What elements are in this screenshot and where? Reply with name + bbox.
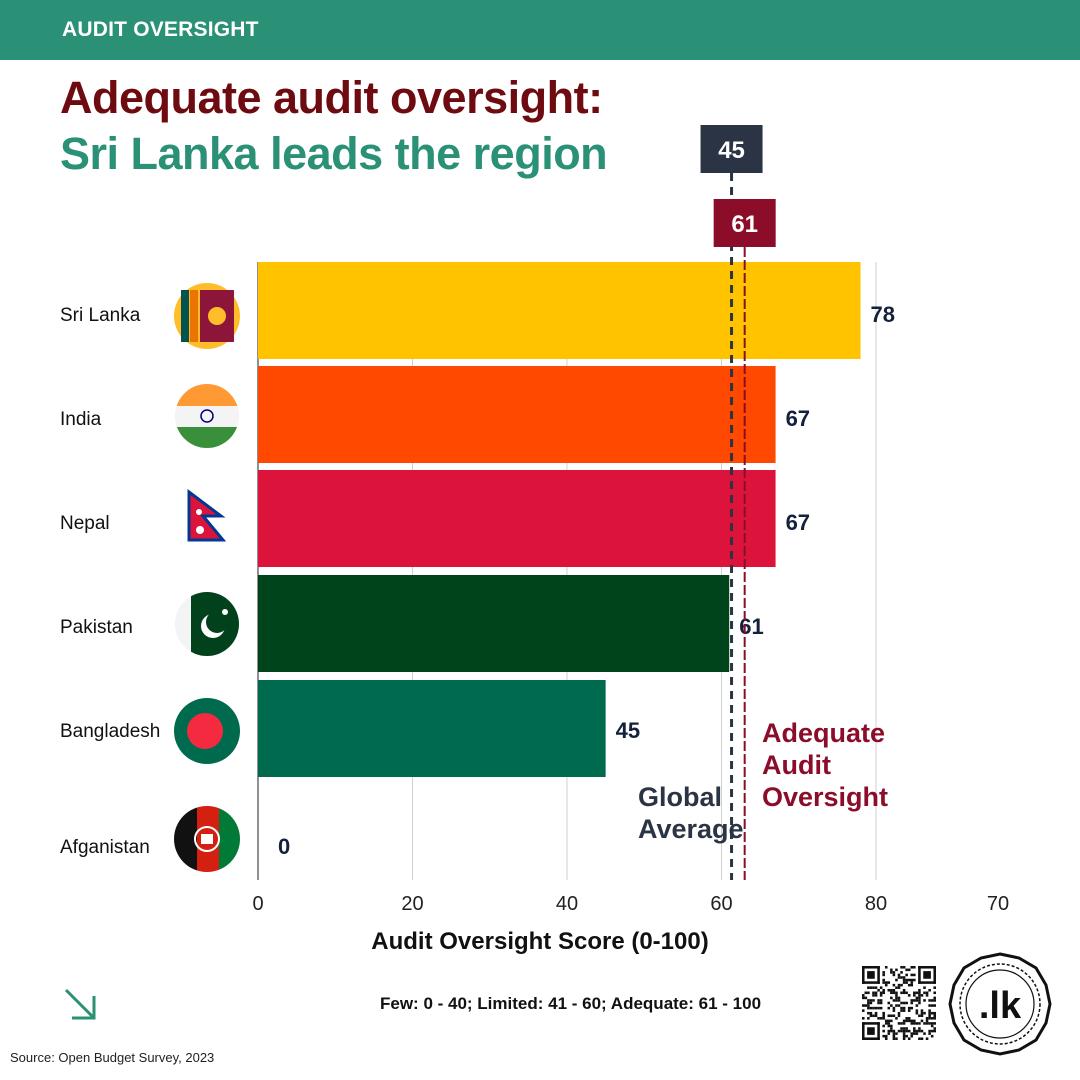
x-tick-label: 70 (987, 893, 1009, 915)
x-tick-label: 0 (252, 893, 263, 915)
page-title-line1: Adequate audit oversight: (60, 72, 603, 123)
bar-pakistan (258, 575, 730, 672)
section-label: AUDIT OVERSIGHT (62, 18, 259, 41)
badge-text: .lk (979, 985, 1022, 1027)
dotlk-logo-badge: .lk (948, 952, 1052, 1056)
top-banner: AUDIT OVERSIGHT (0, 0, 1080, 60)
qr-code-icon[interactable] (862, 966, 936, 1040)
data-label-india: 67 (786, 406, 810, 431)
category-label-nepal: Nepal (60, 513, 110, 534)
bar-bangladesh (258, 680, 606, 777)
reference-tag-text: 45 (718, 137, 745, 164)
x-tick-label: 60 (710, 893, 732, 915)
bangladesh-flag-icon (174, 698, 240, 764)
x-tick-label: 20 (401, 893, 423, 915)
page-title-line2: Sri Lanka leads the region (60, 128, 608, 179)
reference-tag-global-average (700, 125, 763, 173)
bar-sri-lanka (258, 262, 861, 359)
category-label-india: India (60, 409, 102, 430)
x-tick-label: 40 (556, 893, 578, 915)
bar-india (258, 366, 776, 463)
x-axis-label: Audit Oversight Score (0-100) (371, 928, 709, 955)
reference-label-adequate: Adequate Audit Oversight (762, 718, 888, 812)
data-label-nepal: 67 (786, 510, 810, 535)
reference-tag-text: 61 (731, 211, 758, 238)
arrow-down-right-icon (62, 986, 98, 1022)
data-label-pakistan: 61 (739, 614, 763, 639)
india-flag-icon (175, 384, 239, 448)
data-label-bangladesh: 45 (616, 718, 640, 743)
source-note: Source: Open Budget Survey, 2023 (10, 1050, 215, 1065)
data-label-afganistan: 0 (278, 834, 290, 859)
reference-label-global-average: Global Average (638, 782, 744, 844)
category-label-afganistan: Afganistan (60, 837, 150, 858)
sri-lanka-flag-icon (174, 283, 240, 349)
reference-tag-adequate (713, 199, 776, 247)
nepal-flag-icon (187, 489, 227, 542)
afghanistan-flag-icon (174, 806, 240, 872)
data-label-sri-lanka: 78 (871, 302, 895, 327)
category-label-bangladesh: Bangladesh (60, 721, 160, 742)
pakistan-flag-icon (175, 592, 239, 656)
category-label-sri-lanka: Sri Lanka (60, 305, 141, 326)
category-label-pakistan: Pakistan (60, 617, 133, 638)
scale-legend: Few: 0 - 40; Limited: 41 - 60; Adequate:… (380, 994, 762, 1013)
bar-nepal (258, 470, 776, 567)
x-tick-label: 80 (865, 893, 887, 915)
